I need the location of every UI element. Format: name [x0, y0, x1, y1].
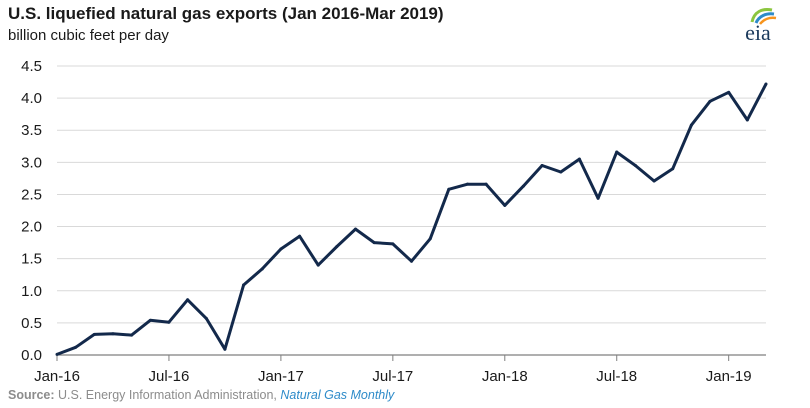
x-tick-label: Jan-17 [258, 368, 304, 385]
data-point [652, 179, 656, 183]
y-tick-label: 2.0 [21, 219, 42, 236]
x-tick-label: Jan-18 [482, 368, 528, 385]
y-tick-label: 1.5 [21, 251, 42, 268]
data-point [708, 99, 712, 103]
source-label: Source: [8, 388, 55, 402]
data-point [633, 164, 637, 168]
y-tick-label: 1.0 [21, 283, 42, 300]
data-point [521, 184, 525, 188]
y-tick-label: 0.5 [21, 315, 42, 332]
data-point [298, 234, 302, 238]
data-point [74, 345, 78, 349]
data-point [130, 333, 134, 337]
data-point [671, 167, 675, 171]
source-link[interactable]: Natural Gas Monthly [280, 388, 395, 402]
source-note: Source: U.S. Energy Information Administ… [8, 388, 394, 402]
data-point [447, 187, 451, 191]
data-point [92, 332, 96, 336]
series-line [56, 83, 768, 356]
y-tick-label: 3.5 [21, 122, 42, 139]
data-point [410, 259, 413, 263]
data-point [204, 316, 208, 320]
data-point [354, 227, 358, 231]
y-tick-label: 0.0 [21, 347, 42, 364]
data-point [242, 283, 246, 287]
data-point [615, 150, 619, 154]
data-point [428, 237, 432, 241]
data-point [148, 318, 152, 322]
data-point [577, 157, 581, 161]
data-point [186, 298, 190, 302]
data-point [540, 164, 544, 168]
data-point [167, 320, 171, 324]
x-tick-label: Jan-19 [706, 368, 752, 385]
data-point [559, 170, 563, 174]
eia-logo-swoosh-icon [750, 8, 777, 25]
data-point [223, 347, 227, 351]
source-text: U.S. Energy Information Administration, [54, 388, 281, 402]
data-point [111, 332, 115, 336]
data-point [391, 242, 395, 246]
data-point [316, 263, 320, 267]
y-tick-label: 3.0 [21, 154, 42, 171]
x-tick-label: Jan-16 [34, 368, 80, 385]
eia-logo-text: eia [745, 20, 771, 45]
y-tick-label: 4.0 [21, 90, 42, 107]
data-point [260, 267, 264, 271]
data-point [596, 196, 600, 200]
y-tick-label: 4.5 [21, 58, 42, 75]
data-point [727, 90, 731, 94]
data-point [745, 118, 749, 122]
data-point [372, 241, 376, 245]
data-point [279, 247, 283, 251]
y-axis-unit-label: billion cubic feet per day [8, 27, 169, 44]
y-tick-label: 2.5 [21, 186, 42, 203]
chart-title: U.S. liquefied natural gas exports (Jan … [8, 4, 444, 23]
data-point [503, 203, 507, 207]
x-tick-label: Jul-17 [372, 368, 413, 385]
data-point [484, 182, 488, 186]
x-tick-label: Jul-18 [596, 368, 637, 385]
data-point [689, 123, 693, 127]
eia-logo: eia [728, 2, 788, 48]
data-point [55, 352, 59, 356]
data-point [764, 82, 768, 86]
data-point [335, 244, 339, 248]
data-point [465, 182, 469, 186]
x-tick-label: Jul-16 [149, 368, 190, 385]
